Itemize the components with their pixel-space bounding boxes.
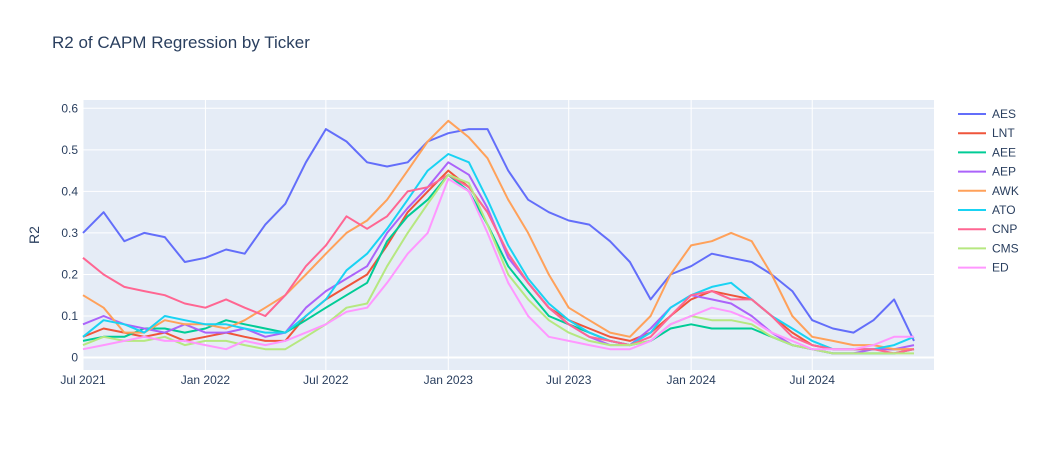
series-line-cms [82, 173, 914, 355]
tick-layer: Jul 2021 Jan 2022 Jul 2022 Jan 2023 Jul 2023… [60, 101, 835, 387]
y-tick-label: 0.3 [61, 226, 78, 240]
legend-label: AEE [992, 145, 1016, 159]
legend-label: CMS [992, 241, 1019, 255]
y-axis-title: R2 [26, 226, 42, 244]
x-tick-label: Jul 2023 [546, 373, 592, 387]
legend-item-cnp[interactable]: CNP [958, 222, 1017, 236]
legend-item-ato[interactable]: ATO [958, 203, 1016, 217]
chart-title: R2 of CAPM Regression by Ticker [52, 33, 310, 52]
legend-item-lnt[interactable]: LNT [958, 126, 1015, 140]
y-tick-label: 0.2 [61, 267, 78, 281]
legend-label: AES [992, 107, 1016, 121]
legend-item-aes[interactable]: AES [958, 107, 1016, 121]
y-tick-label: 0.6 [61, 101, 78, 115]
y-tick-label: 0.1 [61, 309, 78, 323]
y-tick-label: 0.4 [61, 184, 78, 198]
y-tick-label: 0 [71, 351, 78, 365]
series-line-aes [82, 128, 915, 342]
x-tick-label: Jul 2024 [790, 373, 836, 387]
legend-item-cms[interactable]: CMS [958, 241, 1019, 255]
x-tick-label: Jan 2022 [181, 373, 231, 387]
y-tick-label: 0.5 [61, 143, 78, 157]
x-tick-label: Jul 2021 [60, 373, 106, 387]
series-layer [82, 119, 915, 355]
legend-item-awk[interactable]: AWK [958, 184, 1019, 198]
legend-item-aee[interactable]: AEE [958, 145, 1016, 159]
x-tick-label: Jul 2022 [303, 373, 349, 387]
series-line-cnp [82, 173, 915, 355]
legend-label: CNP [992, 222, 1017, 236]
legend-label: LNT [992, 126, 1015, 140]
x-tick-label: Jan 2024 [666, 373, 716, 387]
legend-label: ED [992, 261, 1009, 275]
legend[interactable]: AES LNT AEE AEP AWK ATO CNP CMS ED [958, 107, 1019, 275]
legend-label: ATO [992, 203, 1016, 217]
legend-item-aep[interactable]: AEP [958, 165, 1016, 179]
legend-label: AEP [992, 165, 1016, 179]
series-line-awk [82, 119, 914, 351]
series-line-ed [82, 177, 914, 351]
legend-label: AWK [992, 184, 1019, 198]
legend-item-ed[interactable]: ED [958, 261, 1009, 275]
x-tick-label: Jan 2023 [424, 373, 474, 387]
